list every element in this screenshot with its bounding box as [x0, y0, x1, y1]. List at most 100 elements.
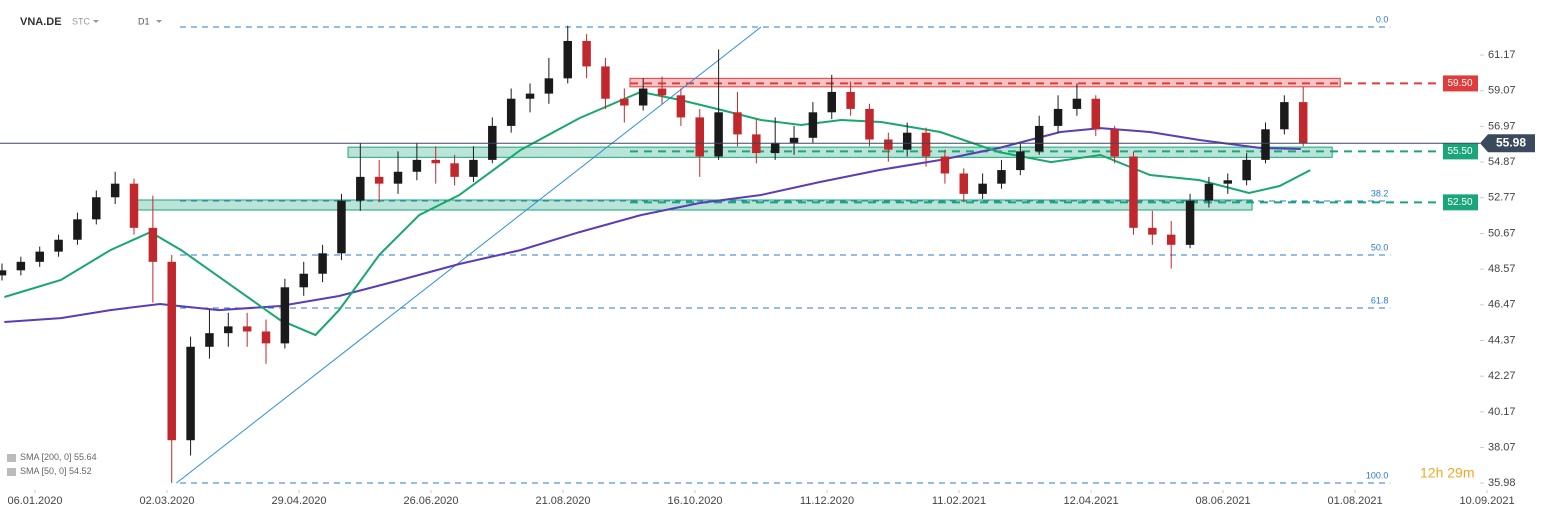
sma-line	[4, 127, 1301, 323]
level-label: 59.50	[1447, 78, 1472, 89]
candle-body	[770, 142, 780, 154]
candle-body	[808, 112, 818, 138]
y-tick-label: 48.57	[1488, 263, 1516, 275]
candle-body	[1204, 183, 1214, 201]
y-tick-label: 56.97	[1488, 120, 1516, 132]
candle-body	[1223, 180, 1233, 184]
candle-body	[224, 326, 233, 334]
candle-body	[129, 183, 139, 228]
x-tick-label: 08.06.2021	[1196, 495, 1251, 507]
candle-body	[1148, 227, 1157, 235]
source[interactable]: STC	[72, 16, 91, 26]
candle-body	[92, 197, 101, 220]
legend-entry: SMA [200, 0] 55.64	[20, 452, 97, 462]
candle-body	[1034, 125, 1044, 152]
candle-body	[1280, 102, 1289, 130]
candle-body	[1091, 98, 1101, 130]
legend-name: SMA [200, 0]	[20, 452, 72, 462]
candle-body	[450, 163, 459, 177]
candle-body	[601, 66, 610, 99]
candle-body	[563, 40, 572, 79]
timer: 12h 29m	[1420, 465, 1474, 481]
candle-body	[1129, 156, 1138, 228]
candle-body	[0, 270, 7, 276]
level-label: 55.50	[1447, 146, 1472, 157]
candle-body	[1166, 234, 1176, 245]
legend-entry: SMA [50, 0] 54.52	[20, 466, 92, 476]
candle-body	[261, 331, 271, 344]
candle-body	[921, 132, 931, 157]
candle-body	[35, 251, 44, 262]
x-tick-label: 11.02.2021	[932, 495, 986, 507]
legend-name: SMA [50, 0]	[20, 466, 67, 476]
candle-body	[186, 346, 195, 441]
legend-icon	[7, 468, 16, 476]
x-tick-label: 29.04.2020	[271, 495, 326, 507]
candle-body	[789, 137, 799, 143]
candle-body	[337, 200, 346, 254]
last-price-label: 55.98	[1496, 135, 1526, 149]
candle-body	[997, 170, 1006, 184]
fib-label: 38.2	[1371, 188, 1389, 198]
y-tick-label: 59.07	[1488, 85, 1516, 97]
legend-value: 55.64	[74, 452, 97, 462]
candle-body	[959, 173, 969, 194]
candle-body	[148, 227, 158, 262]
candle-body	[865, 108, 874, 140]
candle-body	[412, 159, 422, 172]
candle-body	[620, 98, 629, 106]
candle-body	[54, 239, 63, 252]
source-caret[interactable]	[93, 20, 99, 23]
candle-body	[393, 171, 403, 184]
candle-body	[431, 159, 440, 164]
candle-body	[242, 326, 252, 332]
candle-body	[544, 78, 554, 94]
candle-body	[1242, 159, 1251, 181]
candle-body	[884, 139, 893, 150]
candle-body	[752, 134, 761, 154]
interval-caret[interactable]	[156, 20, 162, 23]
y-tick-label: 40.17	[1488, 406, 1516, 418]
candle-body	[167, 261, 176, 441]
level-box	[1443, 143, 1478, 160]
candle-body	[469, 159, 478, 177]
level-box	[1443, 194, 1478, 211]
x-tick-label: 02.03.2020	[139, 495, 194, 507]
candle-body	[506, 98, 516, 126]
candle-body	[827, 91, 836, 113]
legend-value: 54.52	[69, 466, 92, 476]
x-tick-label: 01.08.2021	[1328, 495, 1383, 507]
candle-body	[1053, 108, 1063, 126]
candle-body	[318, 253, 327, 274]
level-box	[1443, 75, 1478, 92]
candle-body	[676, 95, 686, 118]
candle-body	[714, 112, 723, 157]
x-tick-label: 11.12.2020	[800, 495, 854, 507]
candle-body	[280, 287, 290, 344]
y-tick-label: 61.17	[1488, 49, 1516, 61]
y-tick-label: 35.98	[1488, 477, 1516, 489]
candle-body	[657, 88, 667, 96]
fib-label: 0.0	[1376, 14, 1389, 24]
y-tick-label: 50.67	[1488, 227, 1516, 239]
interval[interactable]: D1	[138, 16, 150, 26]
candle-body	[73, 219, 82, 240]
x-tick-label: 16.10.2020	[668, 495, 723, 507]
y-tick-label: 42.27	[1488, 370, 1516, 382]
candle-body	[846, 91, 855, 109]
candle-body	[1261, 129, 1270, 160]
x-tick-label: 06.01.2020	[7, 495, 62, 507]
candle-body	[638, 88, 648, 106]
x-tick-label: 21.08.2020	[535, 495, 590, 507]
x-tick-label: 26.06.2020	[403, 495, 458, 507]
candle-body	[299, 273, 308, 288]
candle-body	[1072, 98, 1082, 109]
x-tick-label: 10.09.2021	[1460, 495, 1515, 507]
y-tick-label: 44.37	[1488, 334, 1516, 346]
last-price-box	[1480, 134, 1535, 153]
sma-line	[4, 90, 1311, 337]
candle-body	[733, 112, 742, 135]
candle-body	[902, 132, 912, 150]
